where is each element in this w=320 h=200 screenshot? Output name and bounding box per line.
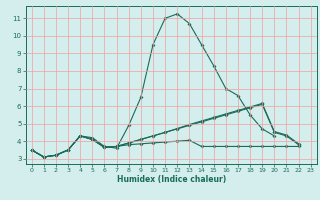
X-axis label: Humidex (Indice chaleur): Humidex (Indice chaleur) [116, 175, 226, 184]
